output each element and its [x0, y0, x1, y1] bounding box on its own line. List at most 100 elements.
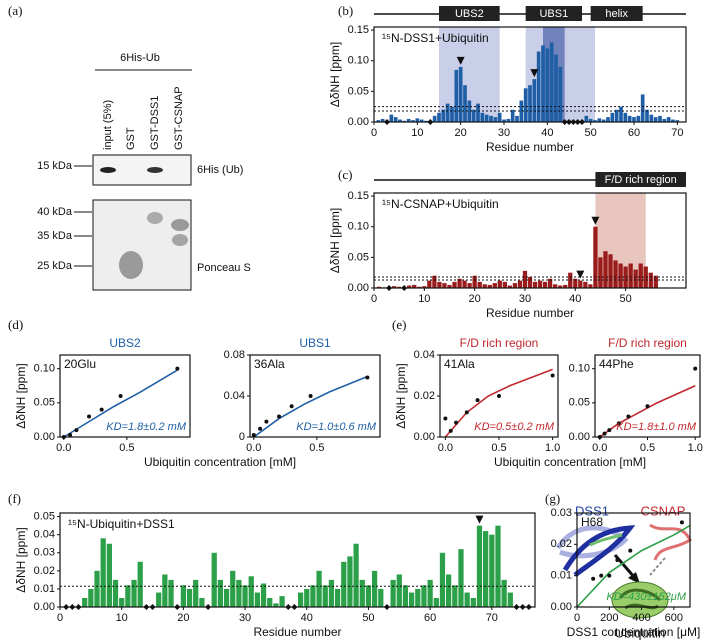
x-tick-label: 0.0 [56, 442, 71, 454]
x-tick-label: 0.5 [309, 442, 324, 454]
x-tick-label: 0 [574, 612, 580, 624]
y-tick-label: 0.00 [348, 282, 369, 294]
bar [334, 588, 341, 607]
data-point [68, 432, 73, 437]
fit-curve [444, 368, 553, 438]
bar [396, 574, 402, 607]
bar [627, 115, 632, 122]
x-axis-label: Ubiquitin concentration [mM] [144, 455, 296, 469]
residue-label: H68 [581, 515, 603, 529]
domain-box [595, 172, 686, 187]
y-tick-label: 0.02 [414, 390, 435, 402]
bar [437, 281, 442, 288]
data-point [118, 394, 123, 398]
arrow-marker [591, 216, 600, 225]
x-tick-label: 400 [632, 612, 650, 624]
domain-box [590, 6, 643, 21]
x-tick-label: 40 [541, 127, 553, 139]
bar [186, 588, 193, 607]
bar [412, 284, 417, 288]
bar [446, 574, 452, 607]
y-tick-label: 0.00 [34, 431, 55, 443]
data-point [550, 373, 555, 378]
plot-frame [373, 26, 687, 123]
data-point [175, 366, 180, 371]
data-point [615, 558, 620, 562]
structure-label: DSS1 [575, 503, 609, 518]
panel-label: (g) [545, 491, 560, 506]
bar [391, 286, 397, 288]
bar [458, 549, 464, 607]
x-tick-label: 200 [600, 612, 618, 624]
y-tick-label: 0.00 [551, 601, 572, 613]
bar [328, 579, 335, 607]
bar [558, 285, 563, 288]
bar [573, 278, 578, 288]
bar [199, 597, 205, 607]
bar [254, 592, 261, 607]
bar [390, 579, 396, 607]
x-tick-label: 0.5 [119, 442, 134, 454]
y-tick-label: 0.00 [348, 116, 369, 128]
domain-label: UBS1 [539, 8, 568, 20]
bar [532, 79, 537, 122]
y-tick-label: 0.02 [551, 538, 572, 550]
band [119, 251, 143, 279]
plot-frame [594, 354, 701, 438]
data-point [607, 573, 612, 578]
bar [427, 579, 433, 607]
x-tick-label: 10 [418, 293, 430, 305]
x-tick-label: 30 [519, 293, 531, 305]
domain-box [525, 6, 582, 21]
plot-frame [59, 354, 191, 438]
y-tick-label: 0.01 [551, 570, 572, 582]
bar [462, 280, 467, 288]
bar [563, 284, 568, 288]
bar [297, 592, 304, 607]
y-tick-label: 0.02 [34, 565, 55, 577]
structure-label: Ubiquitin [615, 625, 666, 640]
bar [260, 583, 267, 607]
lane-label: GST-CSNAP [173, 86, 185, 150]
bar [432, 275, 437, 288]
residue-label: 44Phe [599, 357, 634, 371]
x-tick-label: 50 [619, 293, 631, 305]
x-axis-label: Residue number [486, 140, 574, 154]
bar [94, 570, 100, 607]
y-tick-label: 0.01 [34, 583, 55, 595]
bar [125, 585, 131, 607]
bar [628, 263, 633, 288]
residue-label: 36Ala [254, 357, 285, 371]
x-tick-label: 20 [455, 127, 467, 139]
bar [376, 286, 382, 288]
y-tick-label: 0.03 [34, 547, 55, 559]
x-tick-label: 30 [498, 127, 510, 139]
y-tick-label: 0.10 [348, 221, 369, 233]
bar [649, 114, 654, 122]
band [147, 212, 163, 224]
x-tick-label: 40 [569, 293, 581, 305]
bar [542, 281, 548, 288]
data-point [626, 414, 631, 419]
y-tick-label: 0.00 [34, 601, 55, 613]
y-tick-label: 0.10 [34, 363, 55, 375]
bar [450, 106, 454, 122]
bar [666, 117, 671, 122]
plot-frame [249, 354, 381, 438]
y-tick-label: 0.00 [414, 431, 435, 443]
bar [553, 284, 558, 288]
bar [415, 588, 421, 607]
data-point [87, 414, 92, 419]
bar [476, 103, 480, 122]
bar [528, 85, 532, 122]
residue-label: 41Ala [444, 357, 475, 371]
bar [506, 118, 511, 122]
bar [442, 283, 447, 288]
csnap-coil [649, 523, 692, 561]
bar [618, 263, 623, 288]
plot-frame [439, 354, 559, 438]
contact [589, 533, 623, 547]
data-point [443, 416, 448, 421]
bar [632, 117, 636, 122]
data-point [99, 407, 104, 412]
